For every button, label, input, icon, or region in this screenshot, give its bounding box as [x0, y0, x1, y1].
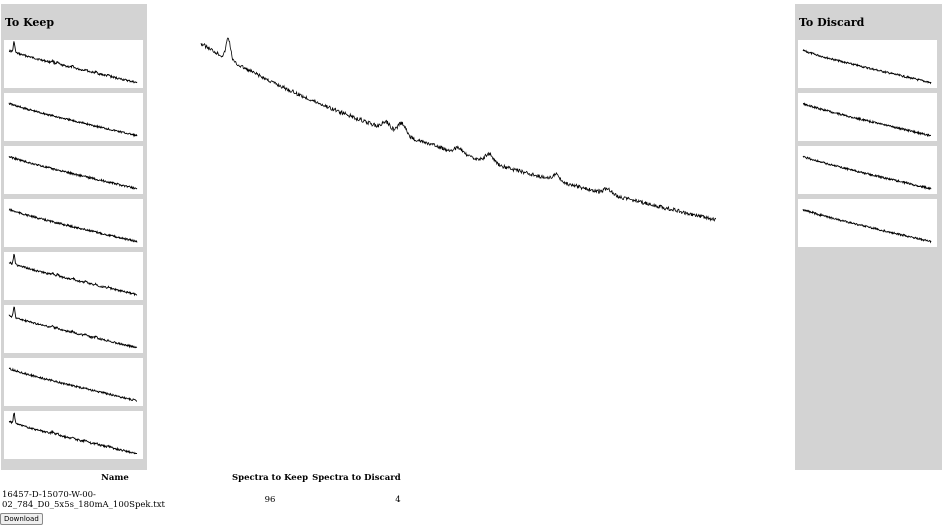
summary-table: Name Spectra to Keep Spectra to Discard …: [0, 471, 403, 515]
keep-spectrum-thumbnail[interactable]: [4, 199, 143, 247]
column-header-keep: Spectra to Keep: [232, 473, 309, 483]
thumbnail-spectrum-line: [8, 253, 138, 297]
keep-spectrum-thumbnail[interactable]: [4, 358, 143, 406]
discard-panel-title: To Discard: [799, 16, 865, 29]
keep-spectrum-thumbnail[interactable]: [4, 146, 143, 194]
discard-spectrum-thumbnail[interactable]: [798, 146, 937, 194]
thumbnail-spectrum-line: [802, 155, 932, 191]
discard-spectrum-thumbnail[interactable]: [798, 40, 937, 88]
thumbnail-spectrum-line: [8, 208, 138, 243]
thumbnail-spectrum-line: [8, 367, 137, 402]
keep-spectrum-thumbnail[interactable]: [4, 411, 143, 459]
discard-spectrum-thumbnail[interactable]: [798, 199, 937, 247]
row-discard-count: 4: [395, 495, 401, 505]
thumbnail-spectrum-line: [8, 155, 138, 190]
thumbnail-spectrum-line: [8, 41, 138, 84]
keep-spectrum-thumbnail[interactable]: [4, 40, 143, 88]
keep-spectrum-thumbnail[interactable]: [4, 305, 143, 353]
thumbnail-spectrum-line: [802, 102, 931, 138]
keep-panel-title: To Keep: [5, 16, 55, 29]
keep-spectrum-thumbnail[interactable]: [4, 252, 143, 300]
thumbnail-spectrum-line: [802, 49, 932, 85]
table-row: 16457-D-15070-W-00-02_784_D0_5x5s_180mA_…: [0, 485, 403, 515]
keep-spectrum-thumbnail[interactable]: [4, 93, 143, 141]
discard-thumbnail-list: [798, 40, 937, 252]
main-spectrum-line: [200, 37, 716, 222]
column-header-discard: Spectra to Discard: [312, 473, 401, 483]
row-name: 16457-D-15070-W-00-02_784_D0_5x5s_180mA_…: [2, 490, 165, 510]
discard-panel: To Discard: [795, 4, 942, 470]
download-button[interactable]: Download: [0, 513, 43, 525]
keep-thumbnail-list: [4, 40, 143, 464]
thumbnail-spectrum-line: [8, 412, 138, 455]
thumbnail-spectrum-line: [802, 208, 932, 244]
thumbnail-spectrum-line: [8, 306, 138, 349]
main-spectrum-plot: [200, 37, 716, 222]
discard-spectrum-thumbnail[interactable]: [798, 93, 937, 141]
thumbnail-spectrum-line: [8, 102, 138, 138]
row-keep-count: 96: [264, 495, 276, 505]
keep-panel: To Keep: [1, 4, 147, 470]
column-header-name: Name: [101, 473, 129, 483]
